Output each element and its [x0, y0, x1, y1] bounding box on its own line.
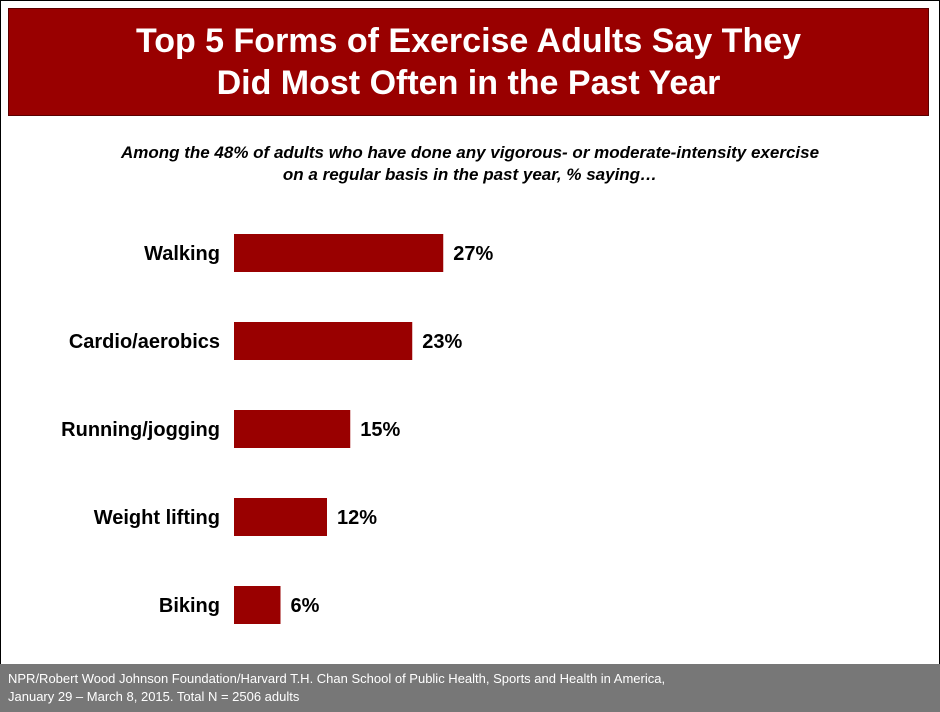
- subtitle-line-1: Among the 48% of adults who have done an…: [120, 143, 820, 162]
- category-label: Walking: [144, 243, 220, 265]
- subtitle-line-2: on a regular basis in the past year, % s…: [282, 165, 658, 184]
- value-label: 27%: [453, 243, 493, 265]
- value-label: 6%: [291, 595, 320, 617]
- source-line-1: NPR/Robert Wood Johnson Foundation/Harva…: [8, 671, 666, 686]
- value-label: 15%: [360, 419, 400, 441]
- title-line-1: Top 5 Forms of Exercise Adults Say They: [135, 22, 802, 60]
- category-label: Biking: [159, 595, 220, 617]
- category-label: Cardio/aerobics: [69, 331, 220, 353]
- category-label: Running/jogging: [61, 419, 220, 441]
- category-label: Weight lifting: [94, 507, 220, 529]
- source-line-2: January 29 – March 8, 2015. Total N = 25…: [8, 689, 300, 704]
- source-footer: NPR/Robert Wood Johnson Foundation/Harva…: [0, 664, 940, 712]
- bar: [234, 410, 351, 448]
- bar: [234, 322, 413, 360]
- bar: [234, 498, 327, 536]
- value-label: 23%: [422, 331, 462, 353]
- bar: [234, 586, 281, 624]
- title-line-2: Did Most Often in the Past Year: [216, 64, 721, 102]
- bar: [234, 234, 444, 272]
- value-label: 12%: [337, 507, 377, 529]
- chart-subtitle: Among the 48% of adults who have done an…: [20, 142, 920, 186]
- title-banner: Top 5 Forms of Exercise Adults Say They …: [8, 8, 929, 116]
- bar-chart: Walking 27% Cardio/aerobics 23% Running/jogg…: [61, 234, 493, 624]
